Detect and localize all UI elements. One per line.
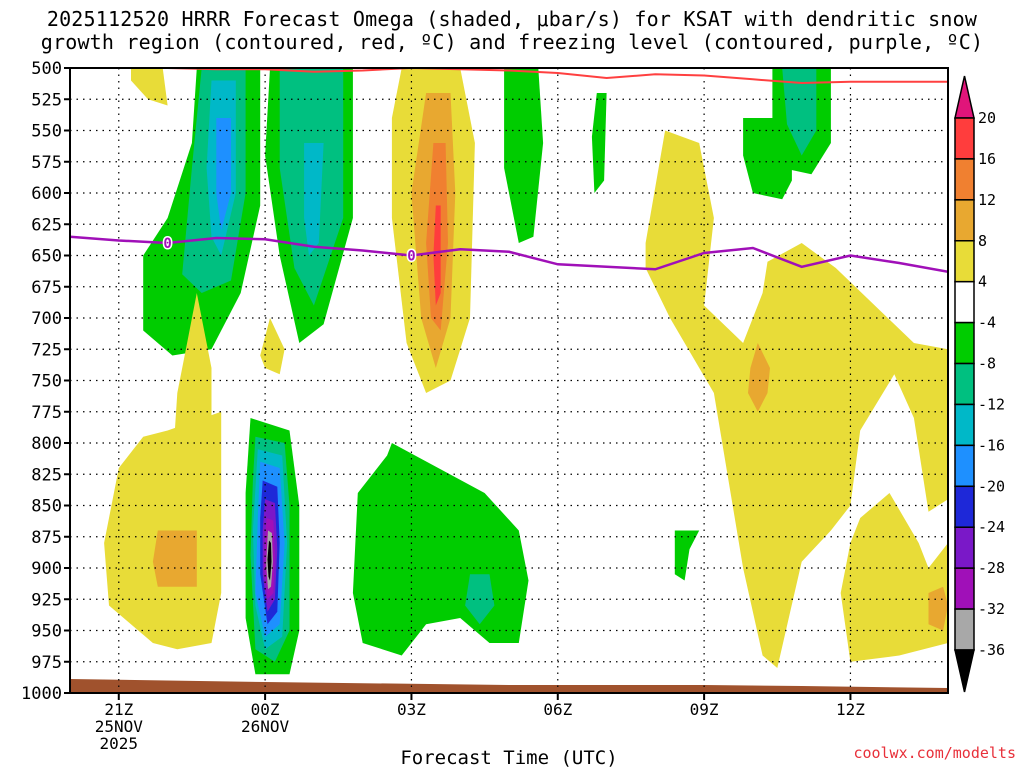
colorbar-bin-0: [954, 117, 975, 160]
x-tick-label-0-2: 2025: [100, 734, 139, 753]
colorbar-bin-9: [954, 485, 975, 528]
title-line-2: growth region (contoured, red, ºC) and f…: [40, 30, 984, 54]
gridlines: [70, 68, 948, 693]
colorbar-bin-7: [954, 403, 975, 447]
y-tick-label-725: 725: [31, 340, 62, 360]
y-tick-label-800: 800: [31, 434, 62, 454]
colorbar-over-triangle: [954, 75, 975, 119]
omega-region-12: [504, 68, 544, 243]
colorbar-label-11: -28: [978, 559, 1005, 577]
colorbar-bin-8: [954, 444, 975, 488]
credit-link[interactable]: coolwx.com/modelts: [853, 744, 1016, 762]
colorbar-bin-1: [954, 158, 975, 201]
colorbar-label-4: 4: [978, 273, 987, 291]
y-tick-label-875: 875: [31, 528, 62, 548]
omega-region-22: [260, 318, 285, 375]
colorbar-label-0: 20: [978, 109, 996, 127]
y-tick-label-900: 900: [31, 559, 62, 579]
y-tick-label-625: 625: [31, 215, 62, 235]
x-tick-label-5-0: 12Z: [836, 700, 865, 719]
y-tick-label-750: 750: [31, 372, 62, 392]
dgz-contour: [118, 68, 948, 85]
colorbar-label-1: 16: [978, 150, 996, 168]
omega-region-24: [152, 530, 197, 587]
ground-fill: [70, 679, 948, 693]
x-tick-label-4-0: 09Z: [690, 700, 719, 719]
y-tick-label-950: 950: [31, 622, 62, 642]
y-tick-label-600: 600: [31, 184, 62, 204]
omega-region-0: [131, 68, 168, 106]
colorbar-label-13: -36: [978, 641, 1005, 659]
freezing-level-label-0: 0: [163, 236, 171, 252]
y-tick-label-775: 775: [31, 403, 62, 423]
x-tick-label-1-1: 26NOV: [241, 717, 290, 736]
omega-region-7: [304, 143, 324, 256]
omega-region-25: [352, 443, 529, 656]
colorbar-bin-5: [954, 321, 975, 365]
title-line-1: 2025112520 HRRR Forecast Omega (shaded, …: [46, 7, 978, 31]
colorbar-label-9: -20: [978, 477, 1005, 495]
colorbar-label-5: -4: [978, 314, 996, 332]
omega-region-14: [645, 130, 948, 668]
omega-region-36: [267, 540, 272, 581]
colorbar-label-7: -12: [978, 395, 1005, 413]
x-tick-label-2-0: 03Z: [397, 700, 426, 719]
y-tick-label-825: 825: [31, 465, 62, 485]
omega-region-4: [216, 118, 231, 231]
y-tick-label-700: 700: [31, 309, 62, 329]
y-tick-label-675: 675: [31, 278, 62, 298]
x-tick-label-0-1: 25NOV: [95, 717, 144, 736]
omega-region-27: [674, 530, 700, 581]
y-tick-label-925: 925: [31, 590, 62, 610]
colorbar-bin-12: [954, 608, 975, 651]
colorbar-bin-4: [954, 280, 975, 324]
colorbar-bin-11: [954, 567, 975, 610]
y-tick-label-550: 550: [31, 122, 62, 142]
freezing-level-contour: [70, 235, 948, 274]
colorbar-label-8: -16: [978, 436, 1005, 454]
freezing-level-label-1: 0: [407, 249, 415, 265]
x-axis-label: Forecast Time (UTC): [400, 747, 617, 768]
omega-region-16: [840, 493, 948, 662]
colorbar-bin-6: [954, 362, 975, 406]
y-tick-label-975: 975: [31, 653, 62, 673]
colorbar-label-10: -24: [978, 518, 1005, 536]
x-tick-label-1-0: 00Z: [251, 700, 280, 719]
omega-shading: [104, 68, 948, 675]
omega-region-11: [433, 205, 441, 306]
y-axis: 500 525 550 575 600 625 650 675 700 725 750 775 800 8…: [21, 59, 70, 704]
colorbar-under-triangle: [954, 649, 975, 693]
colorbar-bin-2: [954, 199, 975, 242]
x-tick-label-0-0: 21Z: [104, 700, 133, 719]
colorbar-label-6: -8: [978, 355, 996, 373]
y-tick-label-500: 500: [31, 59, 62, 79]
y-tick-label-850: 850: [31, 497, 62, 517]
y-tick-label-575: 575: [31, 153, 62, 173]
y-tick-label-1000: 1000: [21, 684, 62, 704]
ground-layer: [70, 679, 948, 693]
colorbar-label-12: -32: [978, 600, 1005, 618]
colorbar: 20 16 12 8 4 -4 -8 -12 -16 -20 -24 -28 -32 -36: [954, 75, 1005, 693]
omega-region-17: [928, 586, 948, 631]
colorbar-label-3: 8: [978, 232, 987, 250]
y-tick-label-650: 650: [31, 247, 62, 267]
omega-region-13: [591, 93, 607, 193]
y-tick-label-525: 525: [31, 90, 62, 110]
chart-title: 2025112520 HRRR Forecast Omega (shaded, …: [0, 8, 1024, 54]
contours: 00: [70, 68, 948, 274]
x-tick-label-3-0: 06Z: [543, 700, 572, 719]
colorbar-label-2: 12: [978, 191, 996, 209]
omega-region-20: [782, 68, 817, 156]
colorbar-bin-3: [954, 240, 975, 283]
omega-region-15: [748, 343, 770, 412]
colorbar-bin-10: [954, 526, 975, 569]
